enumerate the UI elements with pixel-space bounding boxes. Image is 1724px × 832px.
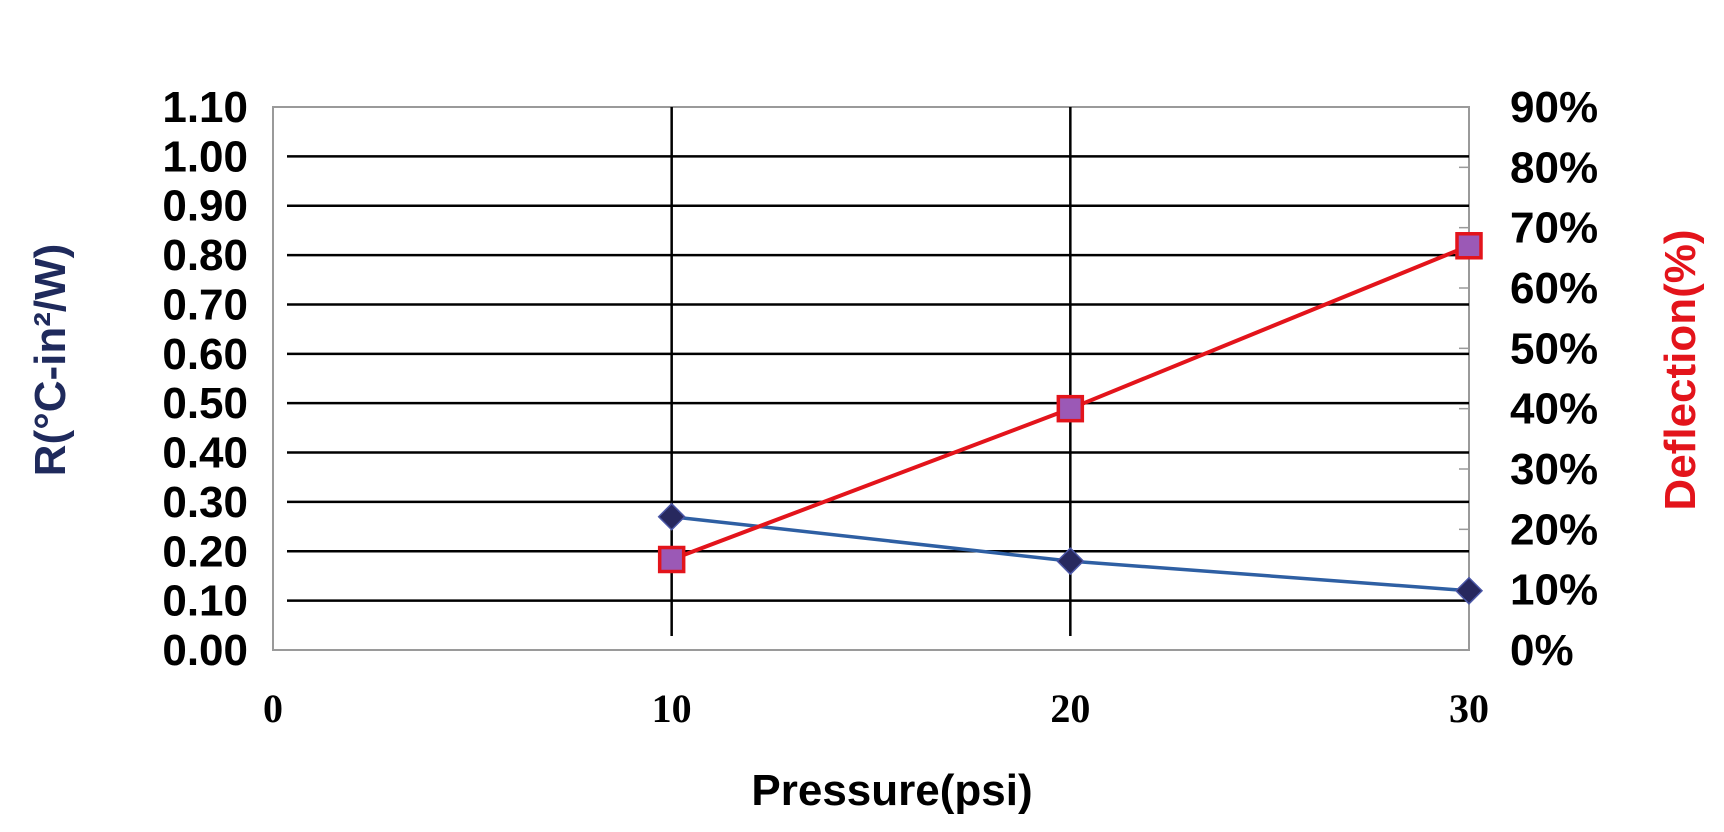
y2-tick-label: 40%: [1510, 385, 1598, 434]
y2-axis-title: Deflection(%): [1656, 229, 1705, 510]
y2-tick-label: 60%: [1510, 264, 1598, 313]
data-point-series-1: [657, 502, 686, 531]
data-point-series-2: [657, 545, 686, 574]
x-tick-label: 0: [263, 686, 283, 731]
data-point-series-1: [1056, 547, 1085, 576]
x-axis-tick-labels: 0 10 20 30: [263, 686, 1489, 731]
y-tick-label: 0.70: [162, 280, 248, 329]
y2-tick-label: 20%: [1510, 505, 1598, 554]
horizontal-gridlines: [287, 155, 1469, 602]
y-tick-label: 0.60: [162, 330, 248, 379]
x-tick-label: 30: [1449, 686, 1489, 731]
y2-tick-label: 80%: [1510, 143, 1598, 192]
series-layer: [657, 232, 1484, 605]
x-tick-label: 10: [652, 686, 692, 731]
y2-tick-label: 10%: [1510, 566, 1598, 615]
y-tick-label: 0.00: [162, 626, 248, 675]
data-point-series-2: [1056, 394, 1085, 423]
y-tick-label: 1.10: [162, 83, 248, 132]
y2-tick-label: 90%: [1510, 83, 1598, 132]
plot-frame: [272, 106, 1470, 651]
y-tick-label: 0.20: [162, 527, 248, 576]
y2-tick-label: 50%: [1510, 324, 1598, 373]
y-tick-label: 1.00: [162, 132, 248, 181]
data-point-series-1: [1454, 576, 1484, 605]
y-tick-label: 0.40: [162, 429, 248, 478]
y-tick-label: 0.50: [162, 379, 248, 428]
left-axis-tick-labels: 0.000.100.200.300.400.500.600.700.800.90…: [162, 83, 248, 675]
x-axis-title: Pressure(psi): [751, 766, 1032, 815]
y2-tick-label: 70%: [1510, 204, 1598, 253]
y2-tick-label: 30%: [1510, 445, 1598, 494]
right-axis-tick-labels: 0% 10% 20% 30% 40% 50% 60% 70% 80% 90%: [1510, 83, 1598, 675]
x-tick-label: 20: [1050, 686, 1090, 731]
y-tick-label: 0.10: [162, 577, 248, 626]
y-tick-label: 0.90: [162, 182, 248, 231]
y2-tick-label: 0%: [1510, 626, 1574, 675]
y-tick-label: 0.30: [162, 478, 248, 527]
data-point-series-2: [1455, 232, 1483, 260]
y-axis-title: R(°C-in²/W): [26, 244, 75, 477]
y-tick-label: 0.80: [162, 231, 248, 280]
